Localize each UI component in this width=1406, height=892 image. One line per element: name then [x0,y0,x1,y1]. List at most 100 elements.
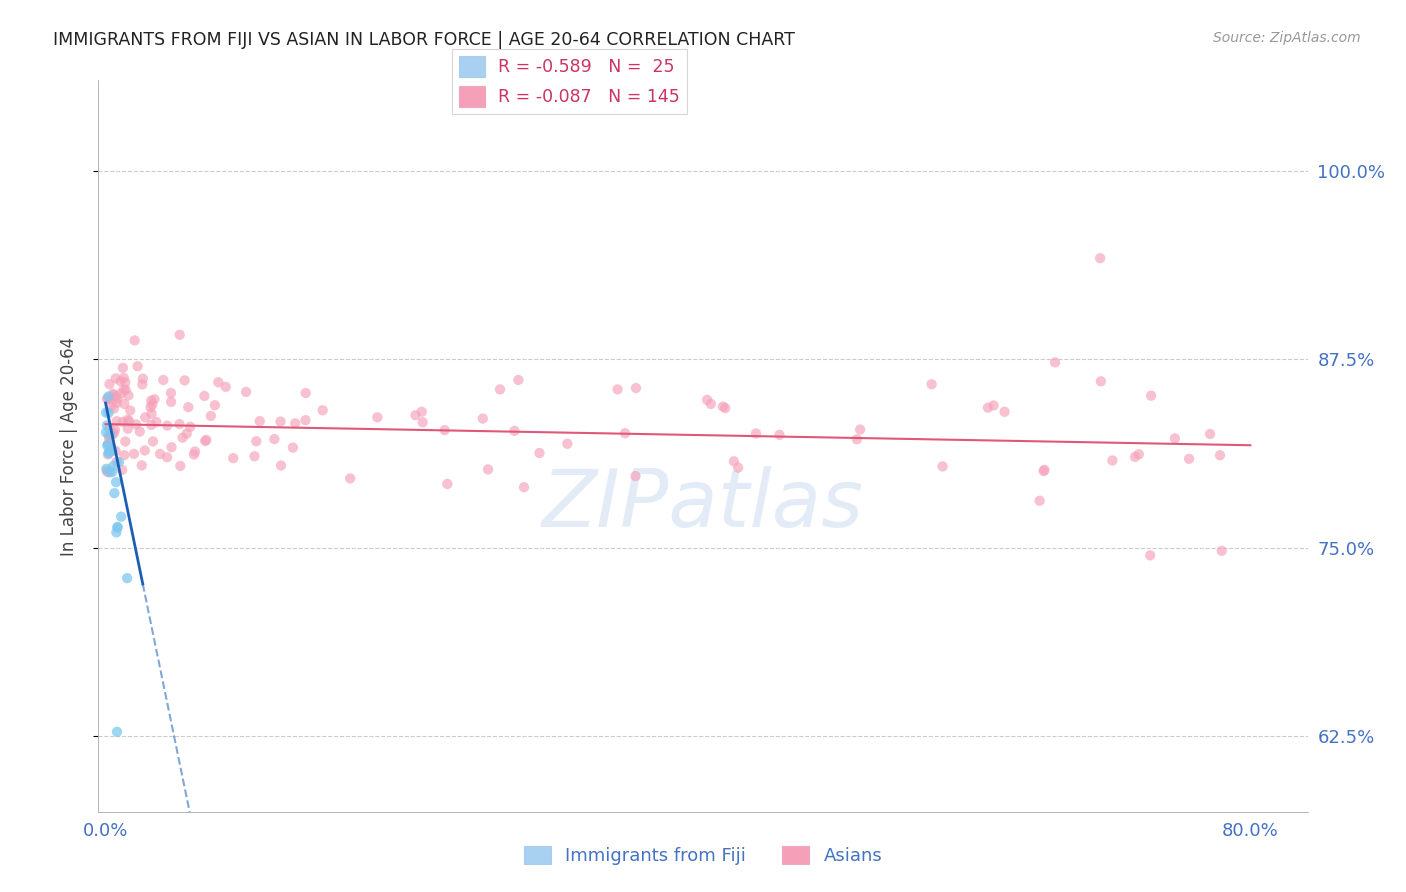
Point [169,327,191,342]
Point [105,455,128,469]
Point [108,455,131,469]
Point [141,397,163,411]
Point [508,373,530,387]
Point [436,477,458,491]
Point [614,426,637,441]
Point [921,377,943,392]
Point [723,454,745,468]
Legend: R = -0.589   N =  25, R = -0.087   N = 145: R = -0.589 N = 25, R = -0.087 N = 145 [451,49,688,114]
Point [245,434,267,449]
Point [142,434,165,449]
Point [100,392,122,407]
Point [101,386,124,401]
Point [366,410,388,425]
Point [120,403,142,417]
Point [98,442,121,457]
Point [311,403,333,417]
Point [557,436,579,450]
Point [1199,427,1222,442]
Point [727,460,749,475]
Point [149,447,172,461]
Point [97,448,120,462]
Point [249,414,271,428]
Point [114,376,136,390]
Point [97,390,120,404]
Point [184,444,207,458]
Point [132,371,155,385]
Point [411,405,433,419]
Point [1211,544,1233,558]
Point [101,443,124,458]
Point [117,422,139,436]
Point [98,466,121,480]
Point [207,376,229,390]
Point [97,406,120,420]
Point [513,480,536,494]
Y-axis label: In Labor Force | Age 20-64: In Labor Force | Age 20-64 [59,336,77,556]
Point [1209,448,1232,462]
Point [103,401,125,416]
Point [110,374,132,388]
Point [1101,453,1123,467]
Point [110,509,132,524]
Point [105,521,128,535]
Point [1043,355,1066,369]
Legend: Immigrants from Fiji, Asians: Immigrants from Fiji, Asians [516,838,890,872]
Point [270,415,292,429]
Point [141,393,163,408]
Point [127,359,149,374]
Point [111,415,134,429]
Point [103,425,125,440]
Point [105,414,128,428]
Point [195,433,218,447]
Point [97,445,120,459]
Point [101,388,124,402]
Point [118,414,141,428]
Point [281,441,304,455]
Point [100,400,122,414]
Point [294,413,316,427]
Point [104,423,127,437]
Point [700,397,723,411]
Point [745,426,768,441]
Point [112,371,135,385]
Point [412,415,434,429]
Point [97,392,120,406]
Point [183,448,205,462]
Point [1123,450,1146,464]
Point [156,418,179,433]
Point [117,388,139,402]
Point [105,724,128,739]
Point [606,383,628,397]
Point [173,373,195,387]
Point [696,392,718,407]
Point [105,525,128,540]
Point [111,360,134,375]
Point [1028,493,1050,508]
Point [284,417,307,431]
Point [96,439,118,453]
Point [97,446,120,460]
Point [489,383,512,397]
Point [143,392,166,407]
Point [503,424,526,438]
Point [141,407,163,421]
Point [98,422,121,436]
Point [101,428,124,442]
Point [339,471,361,485]
Point [131,377,153,392]
Point [477,462,499,476]
Point [1140,389,1163,403]
Point [114,383,136,397]
Point [1088,252,1111,266]
Point [100,444,122,458]
Point [96,465,118,479]
Point [235,384,257,399]
Point [131,458,153,473]
Point [983,399,1005,413]
Point [134,443,156,458]
Point [977,401,1000,415]
Point [104,389,127,403]
Point [179,420,201,434]
Point [139,400,162,414]
